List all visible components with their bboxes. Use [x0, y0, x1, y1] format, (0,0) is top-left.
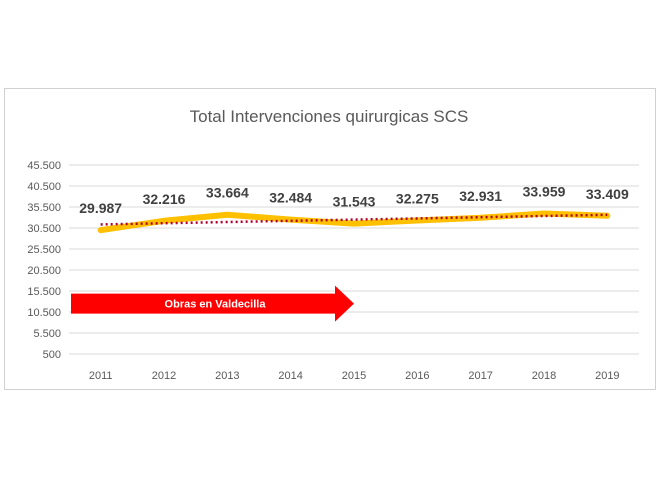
x-tick-label: 2016	[405, 370, 429, 382]
series	[97, 210, 611, 234]
x-tick-label: 2011	[89, 370, 113, 382]
x-axis-ticks: 2011 2012 2013 2014 2015 2016 2017 2018 2019	[89, 370, 620, 382]
data-label: 33.409	[586, 186, 629, 202]
data-label: 32.484	[269, 190, 312, 206]
y-tick-label: 500	[43, 349, 61, 361]
y-tick-label: 30.500	[27, 223, 61, 235]
y-tick-label: 25.500	[27, 244, 61, 256]
x-tick-label: 2018	[532, 370, 556, 382]
y-tick-label: 15.500	[27, 286, 61, 298]
chart-title: Total Intervenciones quirurgicas SCS	[190, 107, 469, 126]
annotation-label: Obras en Valdecilla	[165, 299, 267, 311]
x-tick-label: 2015	[342, 370, 366, 382]
y-tick-label: 45.500	[27, 160, 61, 172]
y-tick-label: 35.500	[27, 202, 61, 214]
data-label: 32.216	[143, 191, 186, 207]
y-tick-label: 40.500	[27, 181, 61, 193]
data-point	[224, 212, 230, 218]
x-tick-label: 2012	[152, 370, 176, 382]
data-point	[541, 210, 547, 216]
chart-frame: Total Intervenciones quirurgicas SCS 500…	[4, 88, 656, 390]
data-label: 33.664	[206, 185, 249, 201]
data-labels: 29.987 32.216 33.664 32.484 31.543 32.275 32.9…	[79, 183, 629, 216]
y-tick-label: 5.500	[33, 328, 61, 340]
data-label: 32.275	[396, 191, 439, 207]
data-point	[161, 218, 167, 224]
y-axis-ticks: 500 5.500 10.500 15.500 20.500 25.500 30.500 35…	[27, 160, 61, 361]
data-point	[351, 221, 357, 227]
y-tick-label: 10.500	[27, 307, 61, 319]
y-tick-label: 20.500	[27, 265, 61, 277]
x-tick-label: 2013	[215, 370, 239, 382]
data-label: 32.931	[459, 188, 502, 204]
x-tick-label: 2014	[278, 370, 302, 382]
line-chart: Total Intervenciones quirurgicas SCS 500…	[27, 107, 639, 382]
x-tick-label: 2019	[595, 370, 619, 382]
x-tick-label: 2017	[468, 370, 492, 382]
annotation: Obras en Valdecilla	[71, 285, 354, 322]
data-label: 29.987	[79, 200, 122, 216]
data-point	[98, 227, 104, 233]
data-label: 31.543	[333, 194, 376, 210]
data-label: 33.959	[523, 183, 566, 199]
annotation-arrow	[71, 285, 354, 322]
